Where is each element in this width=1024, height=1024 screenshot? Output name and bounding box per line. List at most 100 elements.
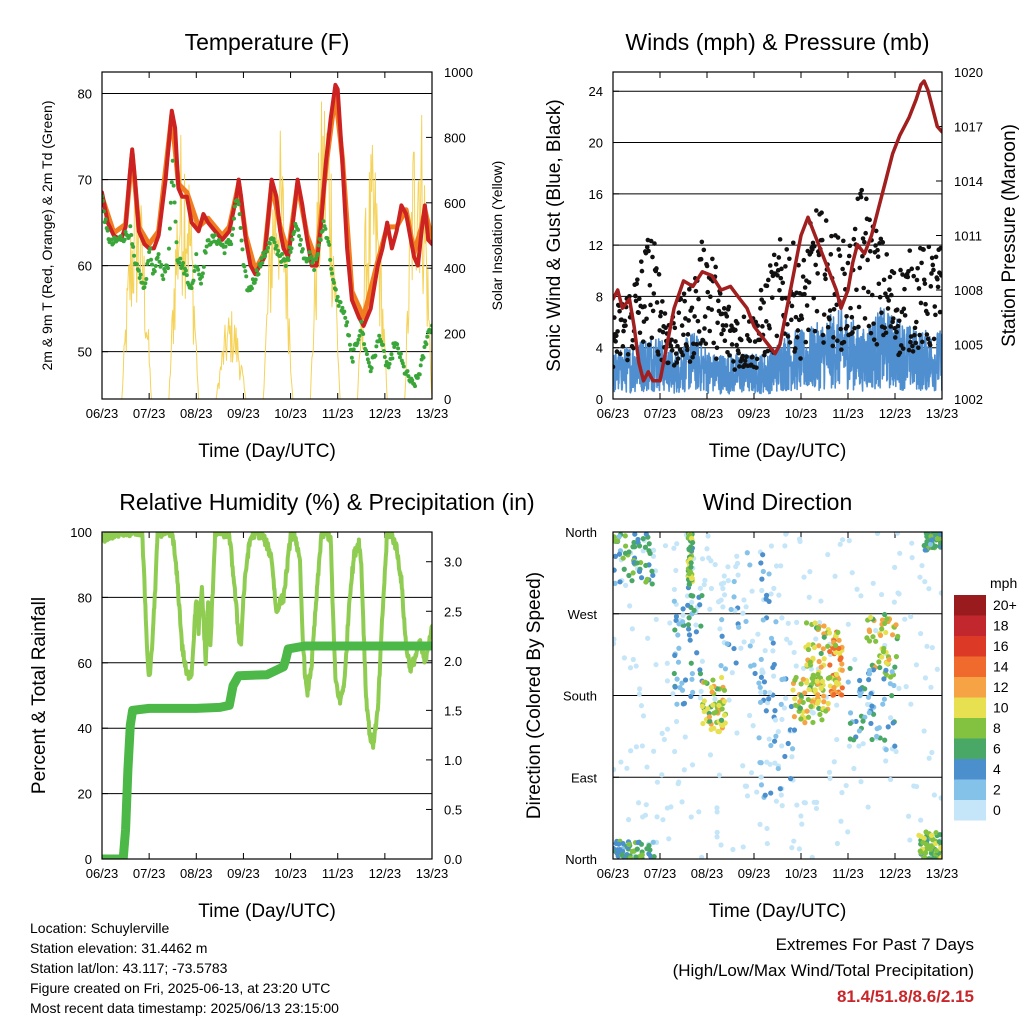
direction-point xyxy=(834,840,841,847)
direction-point xyxy=(860,741,866,747)
dewpoint-point xyxy=(335,294,340,299)
gust-point xyxy=(865,257,870,263)
dewpoint-point xyxy=(422,345,427,350)
direction-point xyxy=(636,543,643,549)
direction-point xyxy=(725,564,731,570)
station-latlon: Station lat/lon: 43.117; -73.5783 xyxy=(30,960,228,976)
direction-point xyxy=(924,643,930,649)
direction-point xyxy=(749,638,756,644)
gust-point xyxy=(640,339,646,344)
gust-point xyxy=(844,313,849,319)
dewpoint-point xyxy=(252,280,257,285)
dewpoint-point xyxy=(380,342,385,347)
gust-point xyxy=(620,344,626,349)
gust-point xyxy=(924,332,930,337)
direction-point xyxy=(932,856,938,859)
direction-point xyxy=(626,572,632,579)
direction-point xyxy=(632,532,638,537)
direction-point xyxy=(668,804,674,810)
direction-point xyxy=(868,690,874,697)
direction-point xyxy=(702,577,708,583)
gust-point xyxy=(825,324,831,330)
direction-point xyxy=(688,560,694,566)
gust-point xyxy=(613,339,618,344)
y-tick-label: 4 xyxy=(596,341,603,356)
gust-point xyxy=(777,237,783,242)
speed-legend: mph 20+ 18 16 14 12 10 8 6 4 2 0 xyxy=(954,575,1017,821)
direction-point xyxy=(766,598,772,605)
dewpoint-point xyxy=(312,268,317,273)
direction-point xyxy=(701,581,707,588)
gust-point xyxy=(662,311,668,316)
dewpoint-point xyxy=(153,263,158,268)
gust-point xyxy=(778,275,784,281)
direction-point xyxy=(629,626,635,632)
direction-point xyxy=(907,837,913,843)
direction-point xyxy=(820,693,827,699)
dewpoint-point xyxy=(265,249,269,254)
dewpoint-point xyxy=(320,229,325,234)
direction-point xyxy=(929,644,935,651)
rainfall-line xyxy=(102,641,432,859)
direction-point xyxy=(740,763,746,769)
dewpoint-point xyxy=(152,269,157,274)
gust-point xyxy=(613,315,617,320)
dewpoint-point xyxy=(298,242,302,247)
x-tick-label: 11/23 xyxy=(832,406,864,421)
gust-point xyxy=(862,239,867,245)
x-tick-label: 06/23 xyxy=(597,866,630,881)
y-tick-label: South xyxy=(563,689,597,704)
direction-point xyxy=(691,607,697,613)
direction-point xyxy=(673,617,679,624)
dewpoint-point xyxy=(239,238,244,243)
gust-point xyxy=(787,256,792,262)
direction-point xyxy=(623,543,629,549)
dewpoint-point xyxy=(232,204,237,209)
x-tick-label: 13/23 xyxy=(926,866,959,881)
gust-point xyxy=(764,319,769,324)
pressure-line xyxy=(613,79,942,383)
direction-point xyxy=(798,681,804,687)
gust-point xyxy=(871,337,877,342)
gust-point xyxy=(633,298,639,304)
gust-point xyxy=(933,312,938,318)
direction-point xyxy=(809,675,815,681)
direction-point xyxy=(738,645,744,651)
direction-point xyxy=(926,856,932,859)
direction-point xyxy=(929,749,935,756)
direction-point xyxy=(791,727,798,733)
direction-point xyxy=(804,708,810,714)
direction-point xyxy=(802,690,808,696)
direction-point xyxy=(782,753,788,760)
gust-point xyxy=(852,325,857,331)
station-location: Location: Schuylerville xyxy=(30,920,170,936)
direction-point xyxy=(690,689,696,695)
direction-point xyxy=(676,645,682,651)
direction-point xyxy=(622,533,628,539)
direction-point xyxy=(810,719,816,726)
gust-point xyxy=(699,239,705,245)
direction-point xyxy=(831,684,837,691)
gust-point xyxy=(769,295,775,301)
y-tick-label: East xyxy=(571,770,597,785)
direction-point xyxy=(798,716,804,722)
direction-point xyxy=(764,700,771,706)
gust-point xyxy=(914,277,920,283)
gust-point xyxy=(685,332,691,337)
gust-point xyxy=(859,187,865,193)
dewpoint-point xyxy=(342,309,347,314)
direction-point xyxy=(789,845,795,851)
dewpoint-point xyxy=(425,334,430,339)
direction-point xyxy=(894,532,901,536)
direction-point xyxy=(776,592,782,598)
gust-point xyxy=(838,326,843,332)
direction-point xyxy=(634,560,640,566)
gust-point xyxy=(687,359,693,364)
direction-point xyxy=(697,602,703,608)
direction-point xyxy=(747,712,753,719)
dewpoint-point xyxy=(296,227,301,232)
dewpoint-point xyxy=(395,342,400,347)
gust-point xyxy=(757,337,763,343)
dewpoint-point xyxy=(369,365,374,370)
direction-point xyxy=(835,629,841,635)
